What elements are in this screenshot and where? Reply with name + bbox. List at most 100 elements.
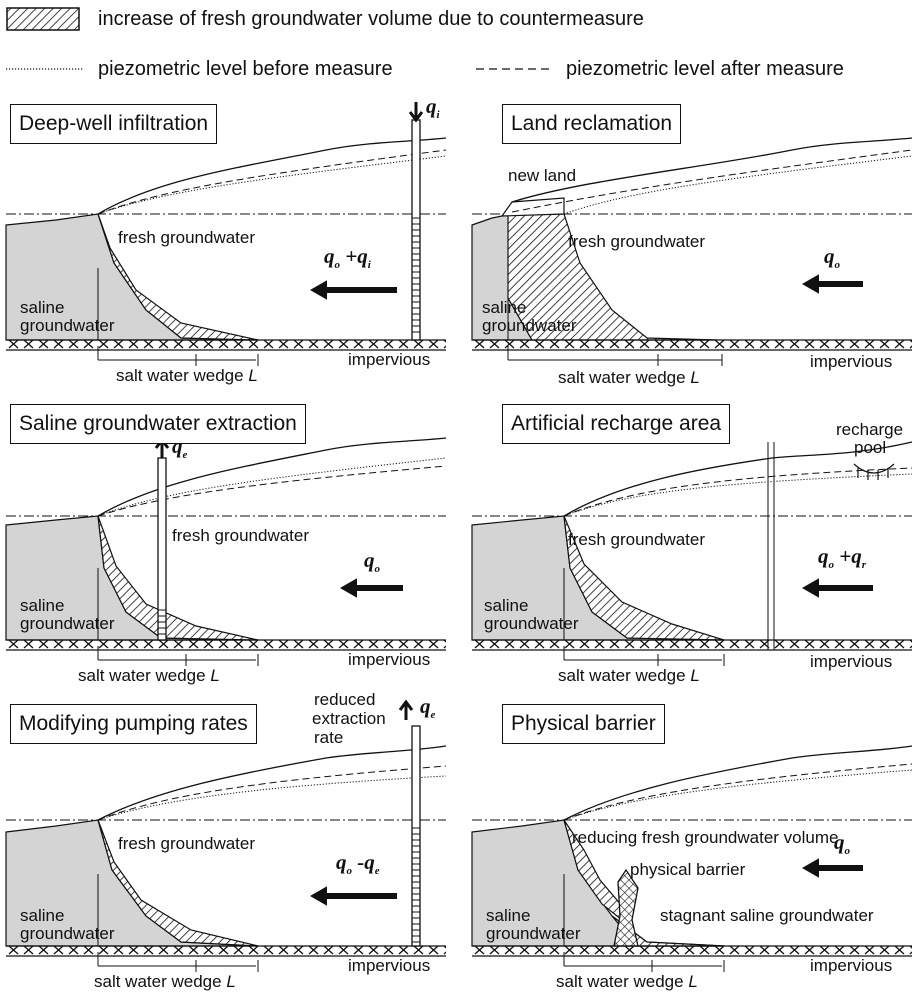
flow-label: qo (824, 244, 840, 272)
panel-diagram (5, 437, 447, 666)
legend-after-label: piezometric level after measure (566, 58, 844, 80)
reducing-label: reducing fresh groundwater volume (572, 828, 839, 847)
wedge-label: salt water wedge L (556, 972, 698, 991)
flow-arrow (309, 886, 397, 906)
level-after (563, 763, 913, 821)
saline-label-1: saline (20, 596, 65, 615)
wedge-label: salt water wedge L (78, 666, 220, 685)
flow-arrow (801, 274, 863, 294)
saline-label-2: groundwater (20, 614, 115, 633)
panel-title: Modifying pumping rates (10, 704, 257, 744)
panel-artificial-recharge: Artificial recharge area recharge pool f… (471, 398, 921, 710)
wedge-label: salt water wedge L (94, 972, 236, 991)
flow-arrow (801, 858, 863, 878)
flow-label: qo +qi (324, 244, 371, 272)
level-before (563, 473, 913, 517)
ground-surface (511, 137, 913, 203)
well-q-label: qe (172, 434, 188, 462)
wedge-baseline (97, 646, 259, 666)
flow-label: qo (364, 548, 380, 576)
level-before (97, 457, 447, 517)
impervious-label: impervious (348, 350, 431, 369)
legend-before-label: piezometric level before measure (98, 58, 393, 80)
panel-land-reclamation: Land reclamation new land fresh groundwa… (471, 98, 921, 410)
wedge-baseline (97, 346, 259, 366)
wedge-label: salt water wedge L (116, 366, 258, 385)
panel-diagram (471, 745, 913, 972)
new-land (500, 197, 565, 217)
before-line-swatch (6, 68, 84, 70)
well (157, 457, 167, 641)
fresh-label: fresh groundwater (568, 530, 706, 549)
saline-label-1: saline (20, 906, 65, 925)
impervious-layer (472, 946, 912, 956)
panel-title: Artificial recharge area (502, 404, 731, 444)
impervious-layer (472, 340, 912, 350)
reduced-label-1: reduced (314, 690, 376, 709)
saline-label-1: saline (20, 298, 65, 317)
impervious-label: impervious (810, 956, 893, 975)
well-screen (412, 827, 420, 943)
increase-hatch (507, 213, 718, 341)
panel-title: Physical barrier (502, 704, 665, 744)
well-screen (158, 609, 166, 635)
recharge-pool (853, 463, 895, 474)
wedge-baseline (507, 346, 723, 366)
panel-deep-well-infiltration: Deep-well infiltration fresh groundwater… (5, 94, 456, 410)
saline-label-1: saline (484, 596, 529, 615)
panel-title: Deep-well infiltration (10, 104, 218, 144)
saline-label-1: saline (486, 906, 531, 925)
ground-surface (97, 137, 447, 215)
after-line-swatch (476, 68, 554, 70)
flow-label: qo -qe (336, 850, 380, 878)
panel-diagram (5, 699, 447, 972)
saline-label-2: groundwater (20, 924, 115, 943)
well-q-label: qi (426, 94, 440, 122)
flow-arrow (801, 578, 873, 598)
fresh-label: fresh groundwater (172, 526, 310, 545)
impervious-label: impervious (348, 650, 431, 669)
panel-physical-barrier: Physical barrier reducing fresh groundwa… (471, 680, 921, 992)
new-land-label: new land (508, 166, 577, 185)
barrier-label: physical barrier (630, 860, 746, 879)
fresh-label: fresh groundwater (118, 834, 256, 853)
well (411, 725, 421, 947)
reduced-label-2: extraction (312, 709, 386, 728)
flow-label: qo (834, 830, 850, 858)
reduced-label-3: rate (314, 728, 344, 747)
wedge-baseline (563, 952, 725, 972)
stagnant-label: stagnant saline groundwater (660, 906, 874, 925)
ground-surface (97, 437, 447, 517)
impervious-layer (6, 640, 446, 650)
hatch-swatch (6, 7, 80, 31)
impervious-layer (6, 340, 446, 350)
wedge-baseline (563, 646, 725, 666)
panel-diagram (5, 102, 447, 366)
saline-label-1: saline (482, 298, 527, 317)
saline-label-2: groundwater (484, 614, 579, 633)
ground-surface (563, 745, 913, 821)
ground-surface (563, 441, 913, 517)
well-arrow-down (408, 102, 424, 123)
saline-label-2: groundwater (20, 316, 115, 335)
impervious-layer (6, 946, 446, 956)
physical-barrier (613, 868, 639, 947)
panel-diagram (471, 441, 913, 666)
panel-title: Saline groundwater extraction (10, 404, 306, 444)
legend-hatch-label: increase of fresh groundwater volume due… (98, 8, 644, 30)
panel-title: Land reclamation (502, 104, 682, 144)
recharge-label-2: pool (854, 438, 887, 457)
wedge-baseline (97, 952, 259, 972)
impervious-label: impervious (810, 652, 893, 671)
well-screen (412, 217, 420, 333)
fresh-label: fresh groundwater (118, 228, 256, 247)
legend-hatch-row: increase of fresh groundwater volume due… (0, 4, 921, 34)
panel-modifying-pumping: Modifying pumping rates reduced extracti… (5, 680, 456, 992)
panel-saline-extraction: Saline groundwater extraction fresh grou… (5, 398, 456, 710)
wedge-label: salt water wedge L (558, 368, 700, 387)
flow-label: qo +qr (818, 544, 866, 572)
level-after (97, 149, 447, 215)
level-after (511, 149, 913, 213)
level-before (563, 769, 913, 821)
recharge-label-1: recharge (836, 420, 904, 439)
